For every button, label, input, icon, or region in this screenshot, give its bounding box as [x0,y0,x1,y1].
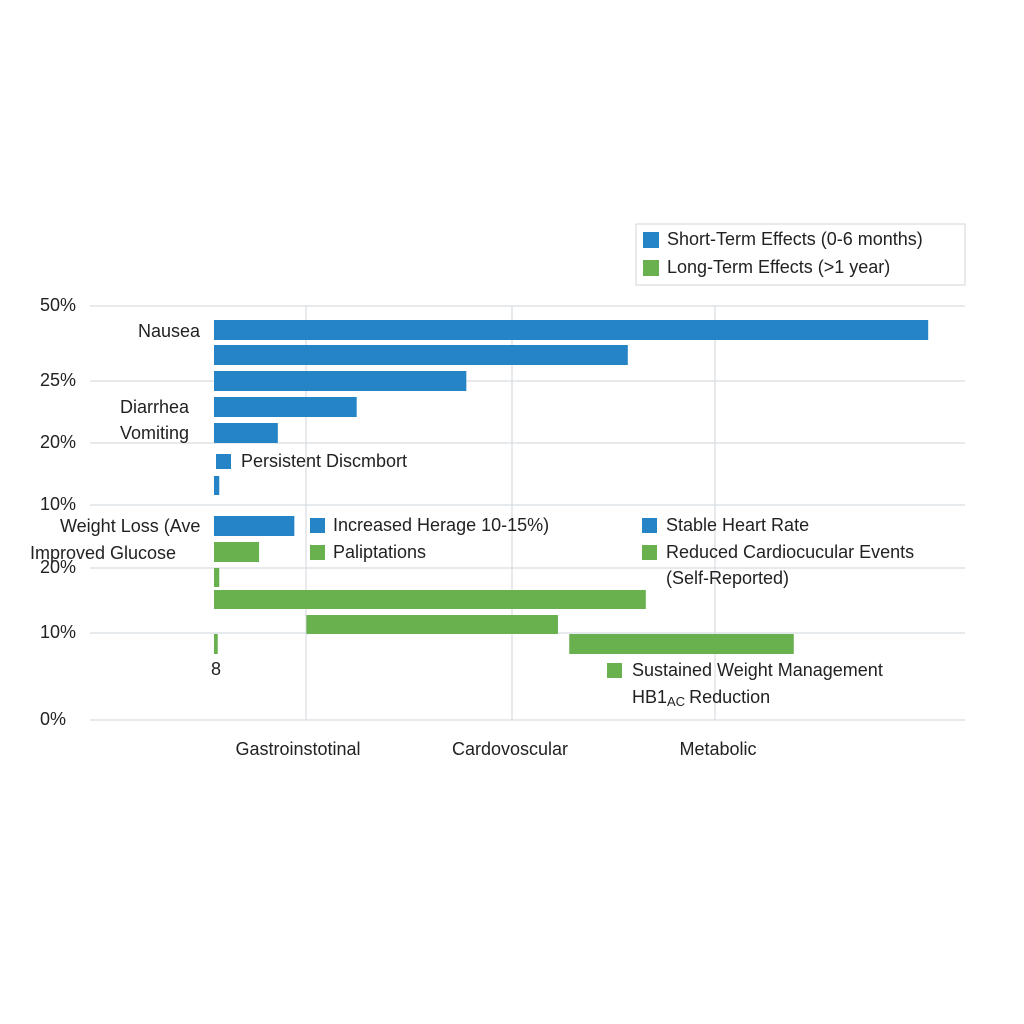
annotation: Nausea [138,321,201,341]
bar [214,516,295,536]
bar [214,423,278,443]
annotation: Sustained Weight Management [632,660,883,680]
x-tick-label: Cardovoscular [452,739,568,759]
y-tick-label: 20% [40,557,76,577]
annotation-subscript: AC [667,694,685,709]
annotation: Persistent Discmbort [241,451,407,471]
x-tick-label: Metabolic [679,739,756,759]
annotation-marker [642,545,657,560]
bar [214,345,628,365]
bar [214,371,467,391]
bar [214,590,646,609]
legend-label: Long-Term Effects (>1 year) [667,257,890,277]
annotation: Vomiting [120,423,189,443]
bar [569,634,794,654]
annotation: Stable Heart Rate [666,515,809,535]
y-tick-label: 25% [40,370,76,390]
bar [214,320,929,340]
bar [214,476,220,495]
annotation-text: HB1 [632,687,667,707]
annotation: Paliptations [333,542,426,562]
annotation: Weight Loss (Ave [60,516,200,536]
bar [214,397,357,417]
bar [306,615,558,634]
y-tick-label: 0% [40,709,66,729]
legend-box [635,223,966,286]
annotation: Diarrhea [120,397,190,417]
legend-marker [643,260,659,276]
annotation-marker [216,454,231,469]
annotation: Increased Herage 10-15%) [333,515,549,535]
annotation-marker [607,663,622,678]
annotation: Improved Glucose [30,543,176,563]
annotation: 8 [211,659,221,679]
legend-label: Short-Term Effects (0-6 months) [667,229,923,249]
annotation-marker [642,518,657,533]
annotation-marker [310,545,325,560]
y-tick-label: 50% [40,295,76,315]
y-tick-label: 10% [40,622,76,642]
annotation-marker [310,518,325,533]
annotation: (Self-Reported) [666,568,789,588]
x-tick-label: Gastroinstotinal [235,739,360,759]
y-tick-label: 10% [40,494,76,514]
bar [214,634,218,654]
bar [214,568,220,587]
annotation-text: Reduction [689,687,770,707]
annotation: HB1AC Reduction [632,687,770,710]
y-tick-label: 20% [40,432,76,452]
bar [214,542,260,562]
legend-marker [643,232,659,248]
annotation: Reduced Cardiocucular Events [666,542,914,562]
